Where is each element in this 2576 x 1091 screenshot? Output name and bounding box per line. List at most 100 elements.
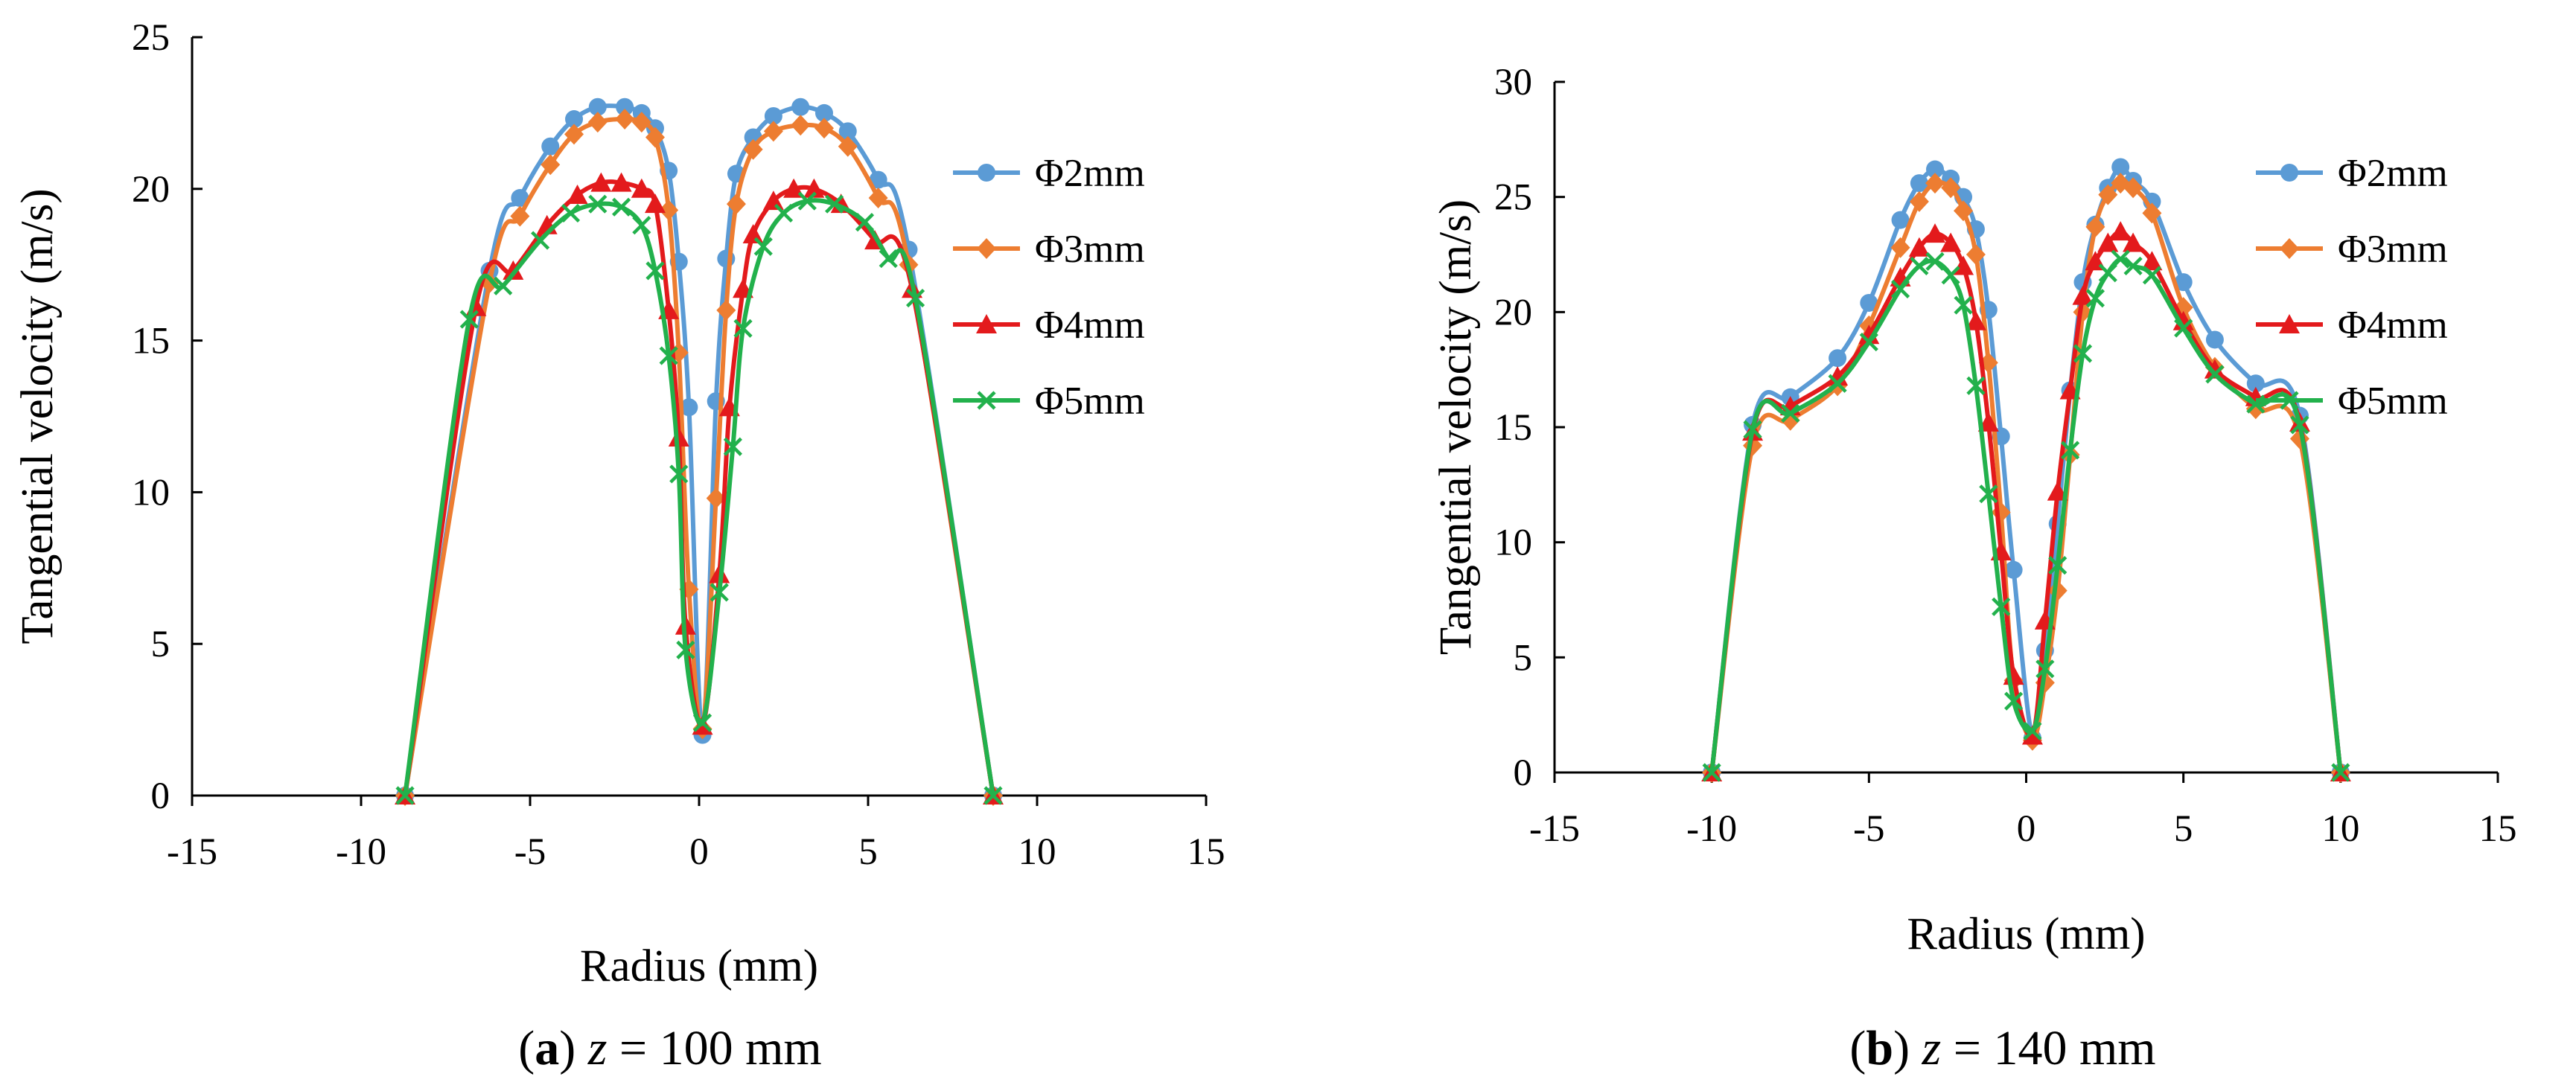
- data-point: [503, 260, 524, 280]
- caption-value: = 140 mm: [1941, 1021, 2155, 1075]
- marker-x-stroke: [977, 391, 996, 410]
- legend-swatch-marker: [2280, 164, 2298, 182]
- data-point: [983, 786, 1003, 805]
- x-tick-label: 0: [2017, 808, 2036, 850]
- data-point: [1954, 200, 1974, 222]
- marker-x-stroke: [825, 194, 844, 214]
- x-tick-label: 5: [2174, 808, 2193, 850]
- x-tick-label: 5: [858, 831, 878, 873]
- marker-x-stroke: [879, 249, 898, 269]
- data-point: [2098, 184, 2118, 205]
- legend-swatch-marker: [977, 238, 996, 259]
- data-point: [723, 437, 742, 456]
- data-point: [2123, 232, 2144, 252]
- data-point: [814, 118, 834, 139]
- marker-x-stroke: [632, 216, 651, 235]
- legend-swatch-marker: [2280, 391, 2299, 410]
- data-point: [1954, 295, 1973, 315]
- caption-paren: (: [518, 1021, 535, 1075]
- data-point: [561, 203, 581, 223]
- marker-x-stroke: [669, 464, 689, 484]
- marker-x-stroke: [2061, 441, 2080, 460]
- x-tick-label: -5: [1853, 808, 1884, 850]
- caption-paren: ): [559, 1021, 587, 1075]
- data-point: [611, 197, 631, 217]
- x-tick-label: -15: [1529, 808, 1580, 850]
- data-point: [1890, 279, 1910, 298]
- data-point: [2072, 285, 2094, 305]
- x-tick-label: -5: [514, 831, 546, 873]
- data-point: [838, 135, 858, 157]
- data-point: [868, 188, 888, 209]
- data-point: [905, 288, 925, 308]
- marker-x-stroke: [1859, 332, 1878, 352]
- marker-x-stroke: [395, 786, 415, 805]
- marker-x-stroke: [1954, 295, 1973, 315]
- marker-x-stroke: [733, 319, 753, 338]
- legend-swatch-marker: [2279, 314, 2300, 333]
- legend-label: Φ2mm: [1035, 152, 1145, 195]
- data-point: [1941, 266, 1960, 285]
- x-tick-label: -10: [336, 831, 386, 873]
- data-point: [2331, 763, 2350, 782]
- y-tick-label: 25: [132, 17, 170, 59]
- data-point: [669, 464, 689, 484]
- data-point: [564, 124, 584, 145]
- data-point: [1910, 256, 1929, 276]
- caption-label: b: [1866, 1021, 1893, 1075]
- y-tick-label: 15: [132, 321, 170, 362]
- data-point: [1890, 237, 1910, 258]
- x-axis-title: Radius (mm): [1907, 909, 2145, 959]
- marker-x-stroke: [753, 237, 773, 256]
- data-point: [716, 299, 736, 321]
- legend-label: Φ4mm: [1035, 304, 1145, 347]
- y-tick-label: 25: [1494, 177, 1532, 219]
- data-point: [659, 346, 678, 365]
- legend-label: Φ3mm: [2338, 228, 2448, 271]
- marker-x-stroke: [797, 191, 817, 211]
- legend-label: Φ3mm: [1035, 228, 1145, 271]
- data-point: [2047, 481, 2068, 501]
- data-point: [631, 178, 652, 198]
- data-point: [855, 213, 875, 232]
- data-point: [2141, 251, 2163, 271]
- data-point: [1966, 244, 1986, 265]
- marker-x-stroke: [983, 786, 1003, 805]
- marker-x-stroke: [494, 276, 513, 295]
- data-point: [1891, 211, 1910, 229]
- data-point: [1925, 252, 1945, 271]
- caption-value: = 100 mm: [607, 1021, 821, 1075]
- data-point: [791, 115, 811, 136]
- data-point: [1909, 191, 1929, 212]
- marker-x-stroke: [905, 288, 925, 308]
- data-point: [541, 154, 561, 176]
- data-point: [616, 97, 634, 116]
- data-point: [1743, 420, 1762, 439]
- marker-x-stroke: [2023, 721, 2042, 740]
- x-tick-label: 0: [689, 831, 709, 873]
- caption-label: a: [535, 1021, 559, 1075]
- marker-x-stroke: [710, 583, 729, 602]
- data-point: [659, 199, 679, 221]
- marker-x-stroke: [459, 310, 479, 329]
- data-point: [494, 276, 513, 295]
- data-point: [2111, 249, 2130, 269]
- marker-x-stroke: [1743, 420, 1762, 439]
- y-tick-label: 10: [132, 472, 170, 513]
- series-line: [403, 103, 995, 796]
- data-point: [1828, 374, 1847, 393]
- data-point: [2004, 691, 2024, 711]
- legend-entry: Φ2mm: [2256, 152, 2448, 195]
- data-point: [763, 121, 783, 142]
- data-point: [2123, 256, 2143, 276]
- marker-x-stroke: [1890, 279, 1910, 298]
- x-tick-label: -10: [1686, 808, 1737, 850]
- y-tick-label: 0: [1514, 752, 1533, 794]
- x-tick-label: 15: [2479, 808, 2517, 850]
- data-point: [791, 97, 810, 116]
- y-tick-label: 10: [1494, 522, 1532, 564]
- y-tick-label: 20: [132, 169, 170, 211]
- chart-panel-b: 0 5 10 15 20 25 30 -15 -10 -5 0 5 10 15 Tangential vel…: [1431, 62, 2517, 1075]
- marker-x-stroke: [1925, 252, 1945, 271]
